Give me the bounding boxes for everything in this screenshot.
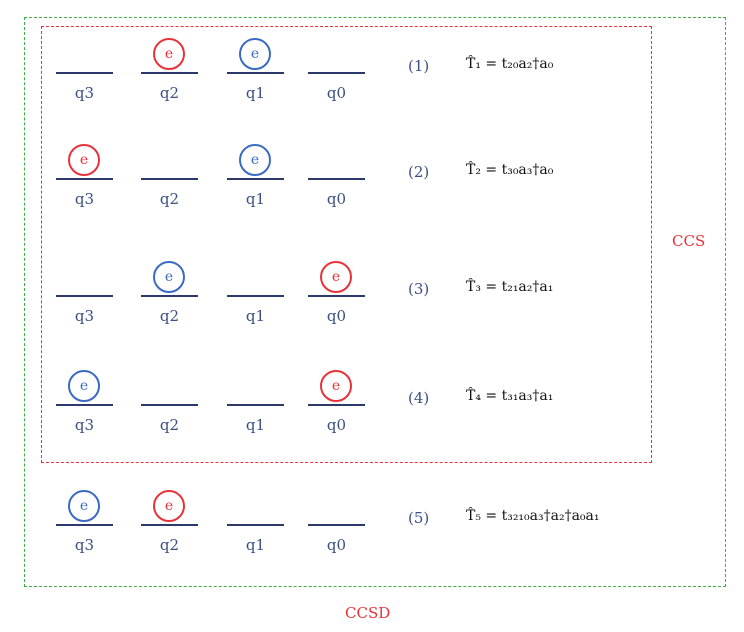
excitation-operator: T̂₁ = t₂₀a₂†a₀ bbox=[466, 56, 554, 72]
energy-level-line bbox=[56, 524, 113, 526]
excitation-row: q3 e q2 e q1 q0 (5) T̂₅ = t₃₂₁₀a₃†a₂†a₀a₁ bbox=[0, 479, 744, 559]
qubit-label: q3 bbox=[74, 416, 95, 434]
excitation-operator: T̂₄ = t₃₁a₃†a₁ bbox=[466, 388, 554, 404]
energy-level-line bbox=[308, 524, 365, 526]
qubit-label: q2 bbox=[159, 416, 180, 434]
energy-level-line bbox=[141, 72, 198, 74]
row-number: (1) bbox=[408, 57, 430, 75]
electron-circle: e bbox=[153, 38, 185, 70]
qubit-label: q3 bbox=[74, 536, 95, 554]
electron-circle: e bbox=[320, 370, 352, 402]
qubit-label: q2 bbox=[159, 190, 180, 208]
qubit-label: q3 bbox=[74, 84, 95, 102]
excitation-operator: T̂₂ = t₃₀a₃†a₀ bbox=[466, 162, 554, 178]
energy-level-line bbox=[141, 524, 198, 526]
qubit-label: q0 bbox=[326, 84, 347, 102]
electron-circle: e bbox=[239, 144, 271, 176]
electron-circle: e bbox=[153, 490, 185, 522]
energy-level-line bbox=[227, 524, 284, 526]
energy-level-line bbox=[141, 404, 198, 406]
ccsd-boundary-box bbox=[24, 17, 726, 587]
qubit-label: q3 bbox=[74, 307, 95, 325]
qubit-label: q1 bbox=[245, 190, 266, 208]
energy-level-line bbox=[56, 404, 113, 406]
qubit-label: q1 bbox=[245, 416, 266, 434]
energy-level-line bbox=[56, 72, 113, 74]
ccs-boundary-box bbox=[41, 26, 652, 463]
energy-level-line bbox=[227, 404, 284, 406]
electron-circle: e bbox=[68, 490, 100, 522]
excitation-row: q3 e q2 q1 e q0 (2) T̂₂ = t₃₀a₃†a₀ bbox=[0, 133, 744, 213]
qubit-label: q0 bbox=[326, 536, 347, 554]
energy-level-line bbox=[308, 404, 365, 406]
excitation-row: q3 e q2 q1 q0 e (4) T̂₄ = t₃₁a₃†a₁ bbox=[0, 359, 744, 439]
qubit-label: q2 bbox=[159, 307, 180, 325]
excitation-operator: T̂₅ = t₃₂₁₀a₃†a₂†a₀a₁ bbox=[466, 508, 600, 524]
electron-circle: e bbox=[68, 370, 100, 402]
electron-circle: e bbox=[239, 38, 271, 70]
energy-level-line bbox=[308, 295, 365, 297]
electron-circle: e bbox=[68, 144, 100, 176]
ccsd-label: CCSD bbox=[345, 604, 391, 622]
ccs-label: CCS bbox=[672, 232, 706, 250]
electron-circle: e bbox=[153, 261, 185, 293]
qubit-label: q2 bbox=[159, 536, 180, 554]
qubit-label: q0 bbox=[326, 190, 347, 208]
excitation-row: q3 q2 e q1 e q0 (1) T̂₁ = t₂₀a₂†a₀ bbox=[0, 27, 744, 107]
qubit-label: q1 bbox=[245, 307, 266, 325]
row-number: (2) bbox=[408, 163, 430, 181]
excitation-operator: T̂₃ = t₂₁a₂†a₁ bbox=[466, 279, 554, 295]
energy-level-line bbox=[308, 72, 365, 74]
energy-level-line bbox=[56, 178, 113, 180]
energy-level-line bbox=[227, 295, 284, 297]
qubit-label: q1 bbox=[245, 84, 266, 102]
energy-level-line bbox=[308, 178, 365, 180]
energy-level-line bbox=[227, 72, 284, 74]
electron-circle: e bbox=[320, 261, 352, 293]
energy-level-line bbox=[141, 178, 198, 180]
energy-level-line bbox=[141, 295, 198, 297]
excitation-row: q3 q2 e q1 q0 e (3) T̂₃ = t₂₁a₂†a₁ bbox=[0, 250, 744, 330]
qubit-label: q1 bbox=[245, 536, 266, 554]
row-number: (4) bbox=[408, 389, 430, 407]
qubit-label: q0 bbox=[326, 416, 347, 434]
qubit-label: q0 bbox=[326, 307, 347, 325]
qubit-label: q2 bbox=[159, 84, 180, 102]
row-number: (5) bbox=[408, 509, 430, 527]
qubit-label: q3 bbox=[74, 190, 95, 208]
energy-level-line bbox=[227, 178, 284, 180]
row-number: (3) bbox=[408, 280, 430, 298]
energy-level-line bbox=[56, 295, 113, 297]
